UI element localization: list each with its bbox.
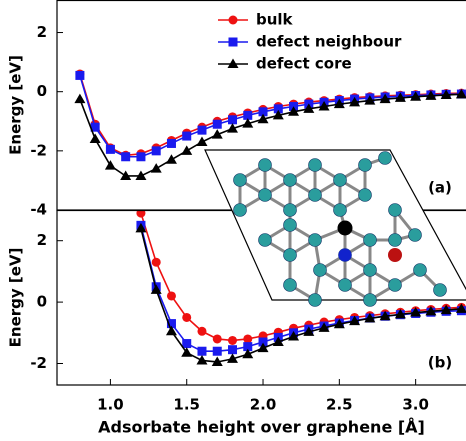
series-line — [80, 74, 462, 155]
atom — [284, 219, 297, 232]
y-tick-label: 2 — [37, 231, 47, 249]
atom — [434, 284, 447, 297]
marker — [152, 258, 161, 267]
marker — [213, 120, 222, 129]
marker — [228, 336, 237, 345]
marker — [75, 71, 84, 80]
atom — [284, 174, 297, 187]
atom — [259, 234, 272, 247]
atom — [364, 264, 377, 277]
marker — [167, 291, 176, 300]
y-tick-label: 2 — [37, 23, 47, 41]
marker — [213, 347, 222, 356]
inset-structure — [205, 150, 466, 307]
marker — [121, 152, 130, 161]
marker — [213, 334, 222, 343]
marker — [229, 16, 238, 25]
marker — [196, 355, 207, 365]
atom — [389, 279, 402, 292]
marker — [182, 132, 191, 141]
atom — [234, 204, 247, 217]
panel-label: (b) — [428, 354, 452, 372]
atom — [364, 294, 377, 307]
figure: -4 -2 0 2 Energy [eV] (a) -2 0 2 1.0 1.5 2.0 2.5 3.0… — [0, 0, 466, 441]
marker — [167, 139, 176, 148]
y-tick-label: 0 — [37, 293, 47, 311]
atom — [359, 159, 372, 172]
atom-nitrogen — [339, 249, 352, 262]
marker — [196, 136, 207, 146]
marker — [228, 345, 237, 354]
x-tick-label: 2.5 — [326, 396, 353, 414]
x-tick-label: 3.0 — [402, 396, 429, 414]
atom — [284, 249, 297, 262]
y-tick-label: 0 — [37, 82, 47, 100]
marker — [182, 313, 191, 322]
atom — [389, 234, 402, 247]
series-line — [80, 75, 462, 156]
atom — [309, 234, 322, 247]
atom — [409, 229, 422, 242]
marker — [182, 339, 191, 348]
atom — [379, 152, 392, 165]
atom — [259, 159, 272, 172]
marker — [243, 334, 252, 343]
legend-label: defect core — [256, 55, 352, 73]
y-axis-label: Energy [eV] — [7, 248, 25, 348]
marker — [228, 115, 237, 124]
legend: bulk defect neighbour defect core — [218, 11, 402, 73]
atom — [314, 264, 327, 277]
marker — [136, 152, 145, 161]
marker — [197, 347, 206, 356]
marker — [197, 327, 206, 336]
atom-oxygen — [388, 248, 402, 262]
atom — [284, 204, 297, 217]
atom — [334, 204, 347, 217]
atom — [339, 279, 352, 292]
x-tick-label: 1.0 — [97, 396, 124, 414]
marker — [152, 146, 161, 155]
atom — [414, 264, 427, 277]
marker — [151, 163, 162, 173]
marker — [105, 160, 116, 170]
atom — [284, 279, 297, 292]
marker — [229, 38, 238, 47]
y-axis-label: Energy [eV] — [7, 55, 25, 155]
y-tick-label: -4 — [30, 201, 47, 219]
atom — [334, 174, 347, 187]
legend-label: defect neighbour — [256, 33, 402, 51]
x-axis-label: Adsorbate height over graphene [Å] — [98, 418, 425, 437]
atom — [259, 189, 272, 202]
atom-core — [338, 221, 353, 236]
legend-label: bulk — [256, 11, 294, 29]
atom — [364, 234, 377, 247]
atom — [234, 174, 247, 187]
panel-label: (a) — [428, 179, 452, 197]
marker — [106, 145, 115, 154]
marker — [181, 145, 192, 155]
marker — [197, 126, 206, 135]
atom — [359, 189, 372, 202]
x-tick-label: 1.5 — [173, 396, 200, 414]
marker — [74, 94, 85, 104]
atom — [309, 294, 322, 307]
atom — [309, 189, 322, 202]
marker — [90, 134, 101, 144]
y-tick-label: -2 — [30, 141, 47, 159]
atom — [389, 204, 402, 217]
y-tick-label: -2 — [30, 354, 47, 372]
atom — [309, 159, 322, 172]
marker — [166, 154, 177, 164]
x-tick-label: 2.0 — [250, 396, 277, 414]
